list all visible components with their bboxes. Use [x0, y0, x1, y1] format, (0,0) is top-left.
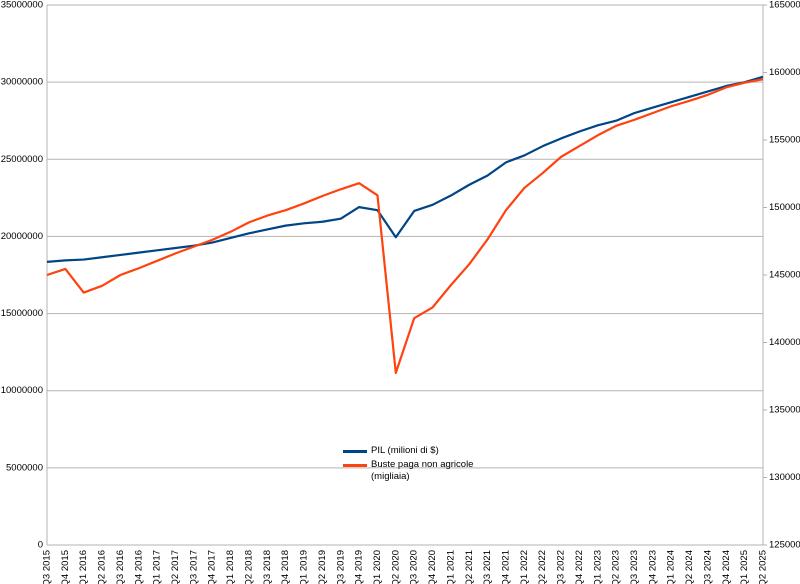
y2-tick-label: 145000: [769, 270, 800, 281]
legend-swatch: [343, 450, 367, 453]
x-tick-label: Q4 2017: [207, 550, 218, 584]
series-line: [46, 78, 764, 374]
series-line: [46, 75, 764, 263]
x-tick-label: Q1 2024: [666, 550, 677, 584]
x-tick-label: Q1 2018: [225, 550, 236, 584]
x-tick-label: Q2 2016: [97, 550, 108, 584]
x-tick-label: Q4 2021: [500, 550, 511, 584]
y2-tick-label: 140000: [769, 337, 800, 348]
y-tick-label: 35000000: [1, 0, 43, 11]
x-tick-label: Q2 2017: [170, 550, 181, 584]
x-tick-label: Q3 2023: [629, 550, 640, 584]
legend-entry: PIL (milioni di $): [343, 445, 481, 457]
x-tick-label: Q2 2018: [243, 550, 254, 584]
x-tick-label: Q1 2023: [592, 550, 603, 584]
legend-swatch: [343, 464, 367, 467]
x-tick-label: Q4 2023: [647, 550, 658, 584]
x-tick-label: Q3 2022: [556, 550, 567, 584]
x-tick-label: Q2 2024: [684, 550, 695, 584]
x-tick-label: Q4 2022: [574, 550, 585, 584]
x-tick-label: Q2 2023: [611, 550, 622, 584]
y-tick-label: 15000000: [1, 308, 43, 319]
y2-tick-label: 135000: [769, 405, 800, 416]
x-tick-label: Q2 2021: [464, 550, 475, 584]
legend-label: PIL (milioni di $): [371, 445, 439, 456]
x-tick-label: Q1 2020: [372, 550, 383, 584]
x-tick-label: Q3 2024: [702, 550, 713, 584]
x-tick-label: Q4 2020: [427, 550, 438, 584]
x-tick-label: Q1 2021: [445, 550, 456, 584]
y-tick-label: 25000000: [1, 154, 43, 165]
y2-tick-label: 125000: [769, 540, 800, 551]
y2-tick-label: 150000: [769, 202, 800, 213]
x-tick-label: Q4 2018: [280, 550, 291, 584]
y2-tick-label: 155000: [769, 135, 800, 146]
x-tick-label: Q1 2022: [519, 550, 530, 584]
x-tick-label: Q3 2019: [335, 550, 346, 584]
legend-entry: Buste paga non agricole (migliaia): [343, 459, 481, 483]
y-tick-label: 0: [38, 540, 43, 551]
x-tick-label: Q3 2021: [482, 550, 493, 584]
y2-tick-label: 165000: [769, 0, 800, 11]
legend: PIL (milioni di $) Buste paga non agricol…: [343, 445, 481, 485]
x-tick-label: Q3 2015: [42, 550, 53, 584]
x-tick-label: Q1 2017: [152, 550, 163, 584]
x-tick-label: Q1 2019: [299, 550, 310, 584]
y-tick-label: 5000000: [6, 462, 43, 473]
x-tick-label: Q4 2019: [354, 550, 365, 584]
y-tick-label: 10000000: [1, 385, 43, 396]
x-tick-label: Q3 2018: [262, 550, 273, 584]
legend-label: Buste paga non agricole (migliaia): [371, 459, 474, 482]
y-tick-label: 30000000: [1, 77, 43, 88]
x-tick-label: Q1 2025: [739, 550, 750, 584]
x-tick-label: Q4 2015: [60, 550, 71, 584]
y-tick-label: 20000000: [1, 231, 43, 242]
x-tick-label: Q3 2017: [188, 550, 199, 584]
y2-tick-label: 160000: [769, 67, 800, 78]
x-tick-label: Q2 2025: [758, 550, 769, 584]
x-tick-label: Q2 2020: [390, 550, 401, 584]
x-tick-label: Q2 2019: [317, 550, 328, 584]
x-tick-label: Q4 2024: [721, 550, 732, 584]
x-tick-label: Q3 2020: [409, 550, 420, 584]
x-tick-label: Q2 2022: [537, 550, 548, 584]
y2-tick-label: 130000: [769, 472, 800, 483]
x-tick-label: Q4 2016: [133, 550, 144, 584]
x-tick-label: Q3 2016: [115, 550, 126, 584]
x-tick-label: Q1 2016: [78, 550, 89, 584]
